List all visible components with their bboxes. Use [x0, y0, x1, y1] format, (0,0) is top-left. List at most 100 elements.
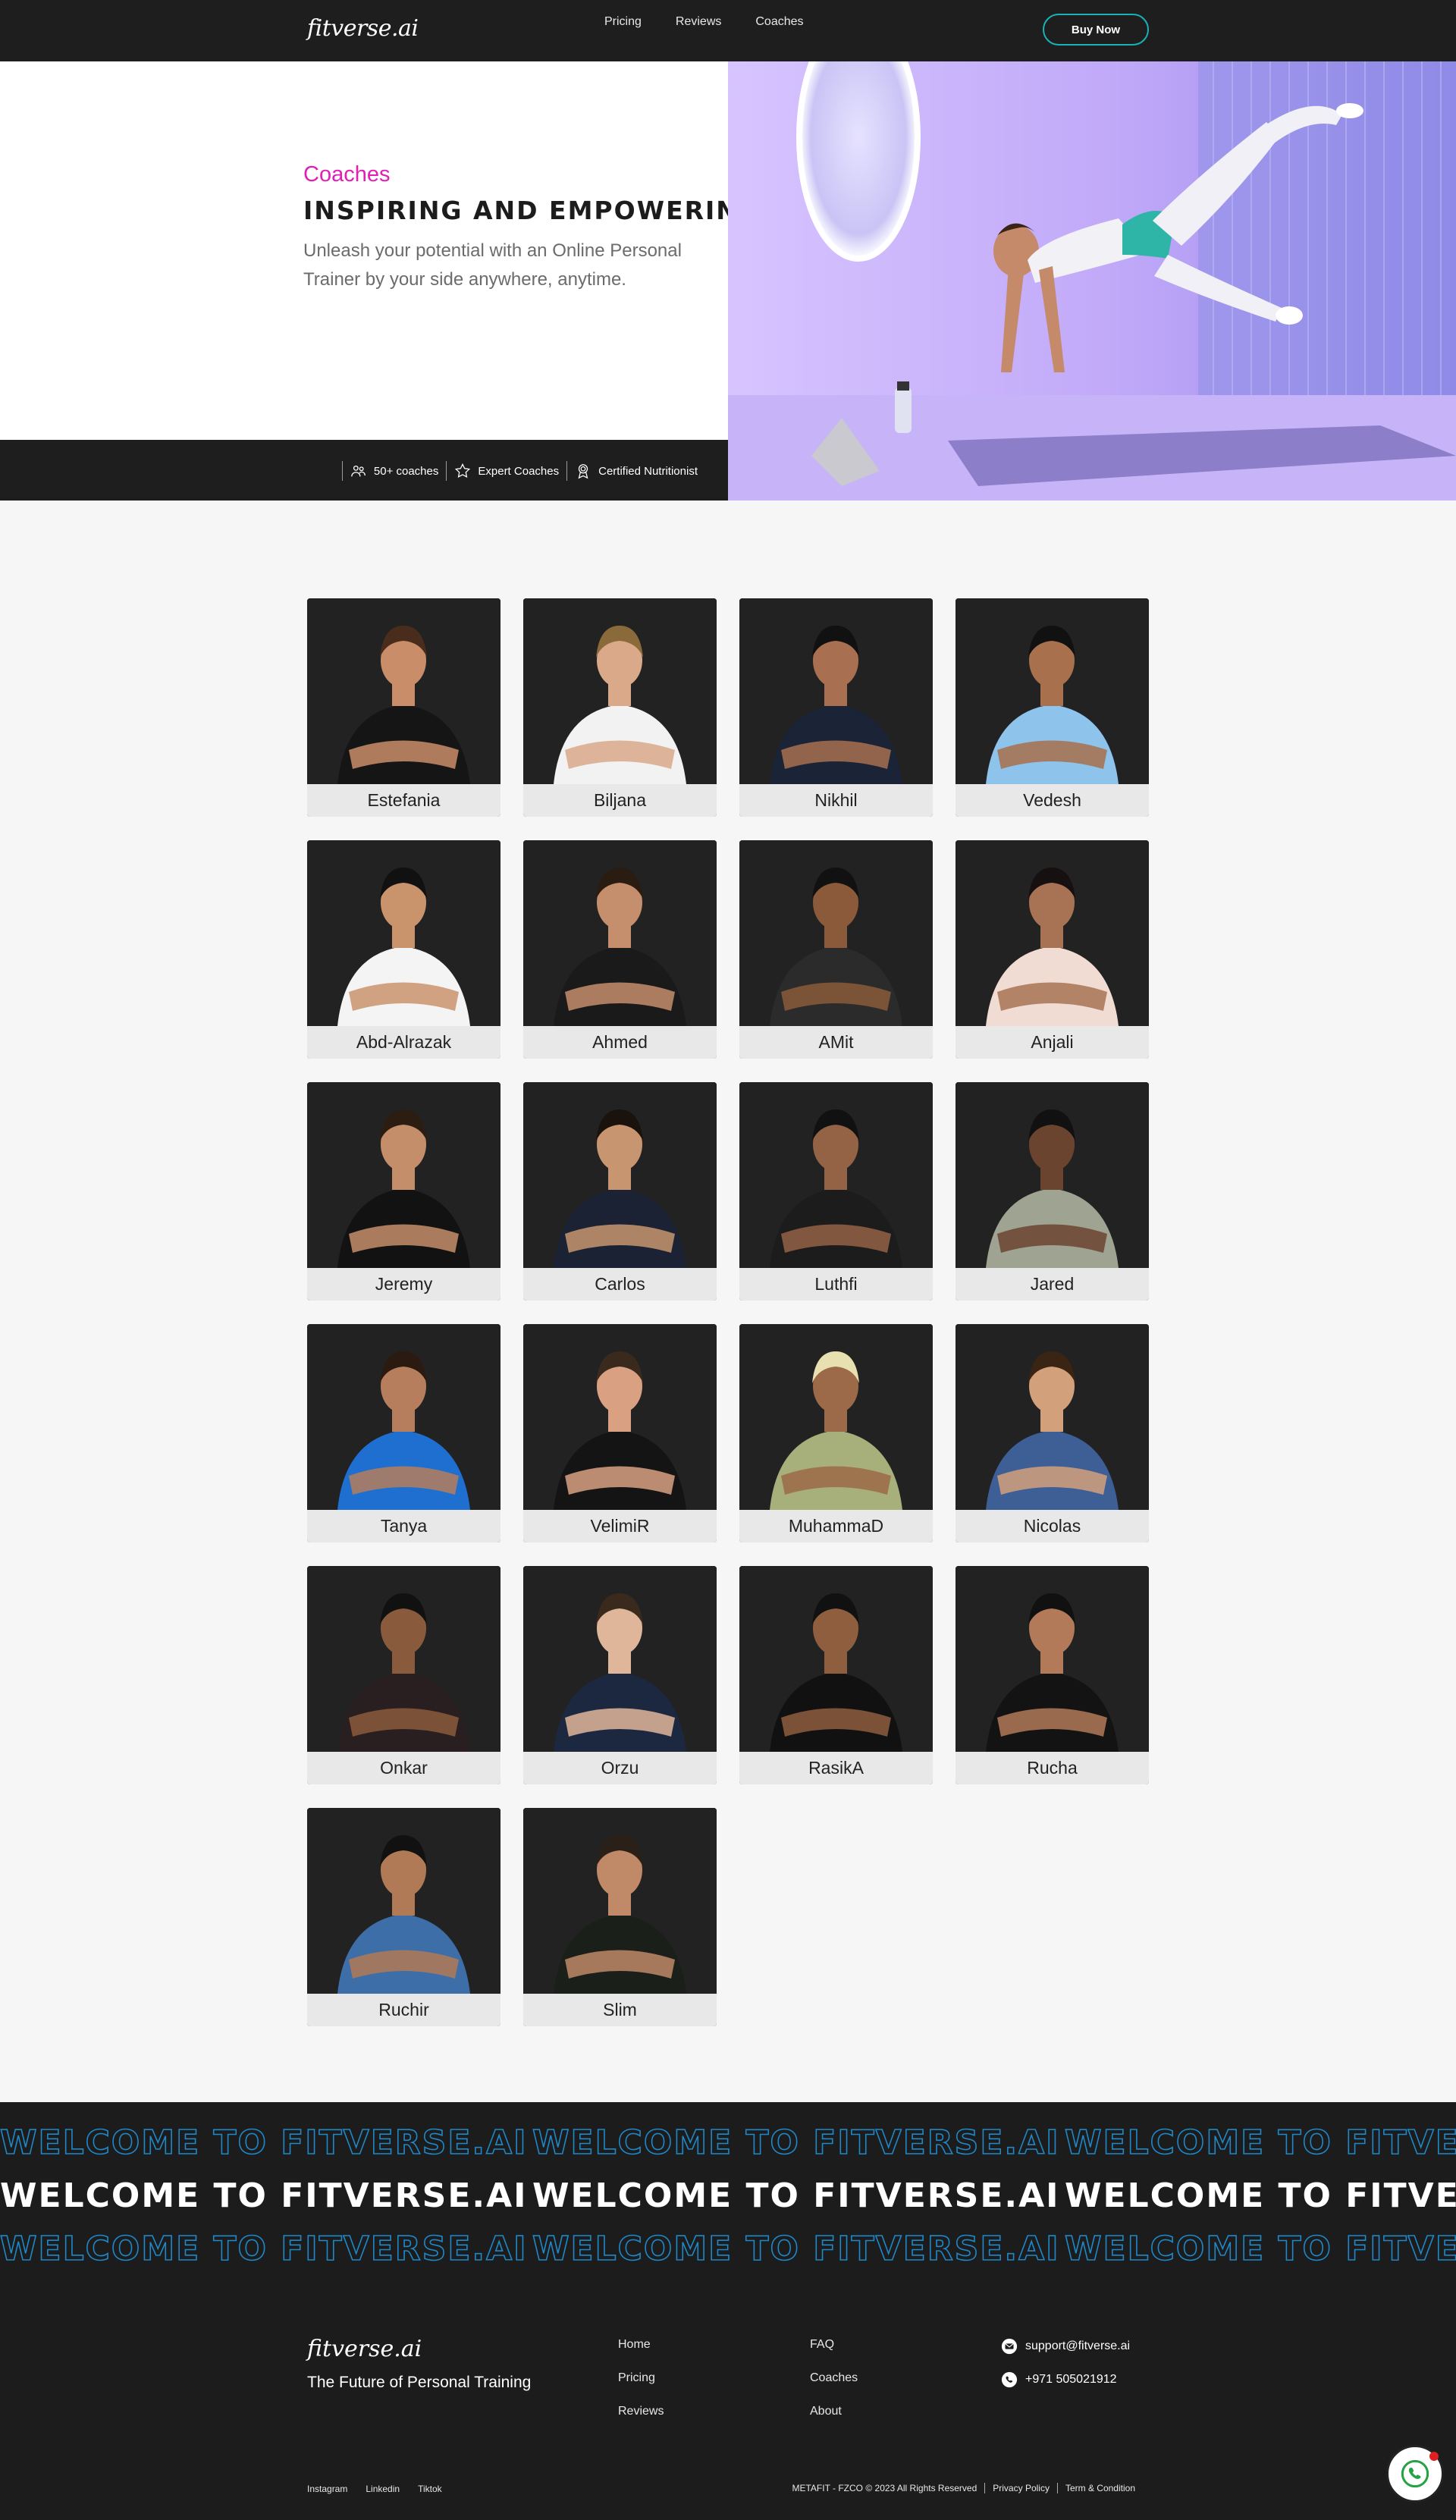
hero-title: INSPIRING AND EMPOWERING: [303, 196, 761, 225]
coach-card[interactable]: Abd-Alrazak: [307, 840, 500, 1059]
coach-card[interactable]: Estefania: [307, 598, 500, 817]
nav-link-coaches[interactable]: Coaches: [755, 15, 804, 28]
footer-divider: [984, 2483, 986, 2493]
coach-card[interactable]: AMit: [739, 840, 933, 1059]
coach-photo-biljana: [523, 598, 717, 784]
coach-photo-velimir: [523, 1324, 717, 1510]
hero-stats-strip: 50+ coaches Expert Coaches Certified Nut…: [0, 440, 728, 501]
footer-social-links: Instagram Linkedin Tiktok: [307, 2484, 442, 2494]
coach-photo-jared: [956, 1082, 1149, 1268]
footer-tagline: The Future of Personal Training: [307, 2374, 532, 2391]
whatsapp-chat-button[interactable]: [1386, 2445, 1444, 2503]
coach-name: Jeremy: [307, 1268, 500, 1301]
coach-name: Nicolas: [956, 1510, 1149, 1542]
coach-card[interactable]: RasikA: [739, 1566, 933, 1784]
coach-photo-jeremy: [307, 1082, 500, 1268]
footer-email[interactable]: support@fitverse.ai: [1001, 2338, 1130, 2355]
coach-photo-ruchir: [307, 1808, 500, 1994]
mail-icon: [1001, 2338, 1018, 2355]
coach-card[interactable]: Luthfi: [739, 1082, 933, 1301]
coach-card[interactable]: Biljana: [523, 598, 717, 817]
top-nav: fitverse.ai Pricing Reviews Coaches Buy …: [0, 0, 1456, 61]
footer-legal: METAFIT - FZCO © 2023 All Rights Reserve…: [784, 2483, 1143, 2493]
coach-card[interactable]: MuhammaD: [739, 1324, 933, 1542]
footer-link-pricing[interactable]: Pricing: [618, 2371, 655, 2384]
footer-terms-link[interactable]: Term & Condition: [1065, 2483, 1135, 2493]
hero-text-panel: [0, 61, 728, 441]
whatsapp-icon: [1001, 2371, 1018, 2388]
footer-link-home[interactable]: Home: [618, 2338, 651, 2351]
nav-link-pricing[interactable]: Pricing: [604, 15, 642, 28]
coach-photo-orzu: [523, 1566, 717, 1752]
coach-name: AMit: [739, 1026, 933, 1059]
coach-photo-carlos: [523, 1082, 717, 1268]
stat-coaches-label: 50+ coaches: [373, 464, 439, 478]
coach-name: Biljana: [523, 784, 717, 817]
woman-figure: [993, 103, 1363, 372]
footer-links-col-2: FAQ Coaches About: [810, 2338, 858, 2420]
coach-photo-slim: [523, 1808, 717, 1994]
coach-card[interactable]: Nikhil: [739, 598, 933, 817]
coach-name: Luthfi: [739, 1268, 933, 1301]
coach-name: VelimiR: [523, 1510, 717, 1542]
coach-card[interactable]: Slim: [523, 1808, 717, 2026]
coach-card[interactable]: Anjali: [956, 840, 1149, 1059]
stat-nutritionist: Certified Nutritionist: [566, 461, 705, 481]
coach-card[interactable]: Tanya: [307, 1324, 500, 1542]
coach-name: Anjali: [956, 1026, 1149, 1059]
footer-phone[interactable]: +971 505021912: [1001, 2371, 1130, 2388]
coach-card[interactable]: Ruchir: [307, 1808, 500, 2026]
coach-card[interactable]: Rucha: [956, 1566, 1149, 1784]
stat-expert: Expert Coaches: [446, 461, 566, 481]
footer-logo[interactable]: fitverse.ai: [307, 2336, 422, 2362]
nav-link-reviews[interactable]: Reviews: [675, 15, 722, 28]
footer-link-reviews[interactable]: Reviews: [618, 2405, 664, 2418]
coach-photo-vedesh: [956, 598, 1149, 784]
coach-name: Tanya: [307, 1510, 500, 1542]
social-link-instagram[interactable]: Instagram: [307, 2484, 348, 2494]
coach-name: Nikhil: [739, 784, 933, 817]
marquee-row-outline-bottom: WELCOME TO FITVERSE.AI WELCOME TO FITVERS…: [0, 2229, 1456, 2269]
social-link-linkedin[interactable]: Linkedin: [366, 2484, 400, 2494]
coach-name: MuhammaD: [739, 1510, 933, 1542]
coach-card[interactable]: Nicolas: [956, 1324, 1149, 1542]
hero-stats: 50+ coaches Expert Coaches Certified Nut…: [341, 461, 705, 481]
coach-card[interactable]: Onkar: [307, 1566, 500, 1784]
footer-link-faq[interactable]: FAQ: [810, 2338, 835, 2351]
group-icon: [351, 465, 366, 477]
coach-card[interactable]: VelimiR: [523, 1324, 717, 1542]
footer-contact: support@fitverse.ai +971 505021912: [1001, 2338, 1130, 2388]
footer-link-coaches[interactable]: Coaches: [810, 2371, 858, 2384]
coach-name: Ahmed: [523, 1026, 717, 1059]
coach-name: Estefania: [307, 784, 500, 817]
footer-copyright: METAFIT - FZCO © 2023 All Rights Reserve…: [792, 2483, 977, 2493]
coach-name: Ruchir: [307, 1994, 500, 2026]
stat-expert-label: Expert Coaches: [478, 464, 560, 478]
coach-card[interactable]: Jared: [956, 1082, 1149, 1301]
coach-name: Onkar: [307, 1752, 500, 1784]
footer-link-about[interactable]: About: [810, 2405, 842, 2418]
footer-phone-text: +971 505021912: [1025, 2373, 1117, 2386]
coach-card[interactable]: Vedesh: [956, 598, 1149, 817]
welcome-marquee: WELCOME TO FITVERSE.AI WELCOME TO FITVERS…: [0, 2102, 1456, 2298]
buy-now-button[interactable]: Buy Now: [1043, 14, 1149, 46]
footer-privacy-link[interactable]: Privacy Policy: [993, 2483, 1050, 2493]
coach-card[interactable]: Jeremy: [307, 1082, 500, 1301]
marquee-text: WELCOME TO FITVERSE.AI: [1064, 2229, 1456, 2269]
coach-photo-ahmed: [523, 840, 717, 1026]
coach-photo-nikhil: [739, 598, 933, 784]
site-logo[interactable]: fitverse.ai: [307, 15, 419, 42]
coach-photo-anjali: [956, 840, 1149, 1026]
marquee-text: WELCOME TO FITVERSE.AI: [532, 2123, 1060, 2163]
nav-links: Pricing Reviews Coaches: [604, 15, 804, 29]
coach-name: Slim: [523, 1994, 717, 2026]
coach-name: RasikA: [739, 1752, 933, 1784]
coach-photo-rucha: [956, 1566, 1149, 1752]
notification-dot: [1429, 2452, 1439, 2461]
marquee-row-solid: WELCOME TO FITVERSE.AI WELCOME TO FITVERS…: [0, 2176, 1456, 2215]
coach-card[interactable]: Orzu: [523, 1566, 717, 1784]
coach-card[interactable]: Ahmed: [523, 840, 717, 1059]
coach-card[interactable]: Carlos: [523, 1082, 717, 1301]
social-link-tiktok[interactable]: Tiktok: [418, 2484, 442, 2494]
footer-links-col-1: Home Pricing Reviews: [618, 2338, 664, 2420]
